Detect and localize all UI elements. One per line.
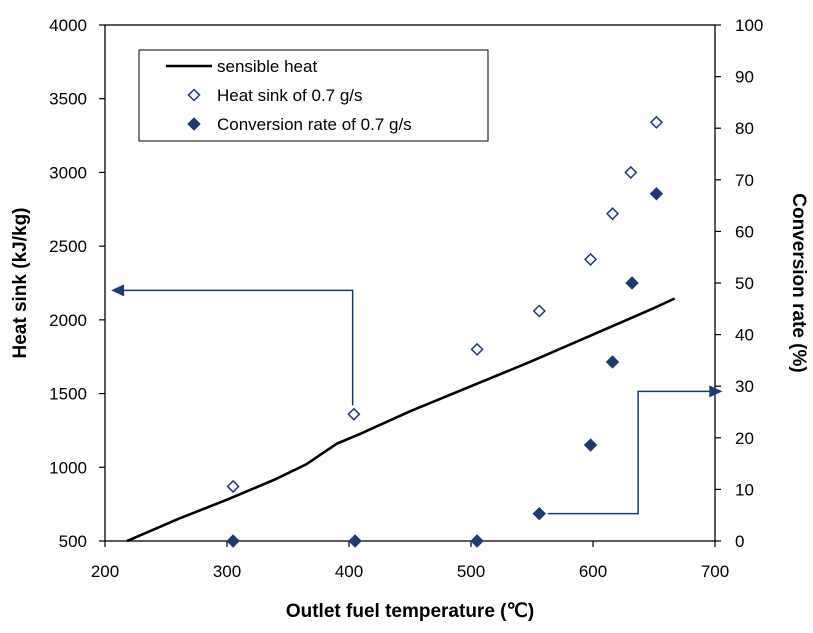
conversion-rate-point [226, 534, 240, 548]
legend-open-diamond [187, 88, 201, 102]
y2-tick-label: 50 [735, 274, 754, 293]
y2-tick-label: 30 [735, 377, 754, 396]
sensible-heat-line [126, 297, 676, 543]
x-tick-label: 700 [701, 562, 729, 581]
heat-sink-point [470, 342, 484, 356]
x-tick-label: 500 [457, 562, 485, 581]
axis-arrows [111, 284, 723, 515]
y2-axis-title: Conversion rate (%) [788, 193, 809, 372]
y-tick-label: 3500 [49, 90, 87, 109]
x-tick-label: 600 [579, 562, 607, 581]
y-tick-label: 1500 [49, 385, 87, 404]
legend-label: sensible heat [217, 57, 317, 76]
y-axis-ticks: 500 1000 1500 2000 2500 3000 3500 4000 [49, 16, 105, 551]
y2-tick-label: 60 [735, 222, 754, 241]
x-tick-label: 200 [91, 562, 119, 581]
x-tick-label: 300 [213, 562, 241, 581]
y2-tick-label: 70 [735, 171, 754, 190]
legend-label: Conversion rate of 0.7 g/s [217, 115, 412, 134]
conversion-rate-point [649, 187, 664, 201]
legend: sensible heat Heat sink of 0.7 g/s Convers… [138, 49, 489, 142]
legend-label: Heat sink of 0.7 g/s [217, 86, 363, 105]
conversion-rate-point [583, 438, 598, 452]
y-tick-label: 500 [59, 532, 87, 551]
y2-tick-label: 80 [735, 119, 754, 138]
y-tick-label: 3000 [49, 163, 87, 182]
y2-tick-label: 40 [735, 326, 754, 345]
conversion-rate-point [605, 355, 620, 369]
right-axis-arrow-line [547, 390, 711, 515]
y-tick-label: 1000 [49, 458, 87, 477]
left-axis-arrowhead [111, 284, 125, 297]
y-tick-label: 2000 [49, 311, 87, 330]
heat-sink-point [532, 304, 546, 318]
x-axis-ticks: 200 300 400 500 600 700 [91, 541, 729, 581]
conversion-rate-point [532, 506, 547, 521]
x-tick-label: 400 [335, 562, 363, 581]
y-axis-title: Heat sink (kJ/kg) [10, 208, 31, 359]
heat-sink-point [347, 407, 361, 421]
heat-sink-point [605, 207, 620, 221]
y2-tick-label: 100 [735, 16, 763, 35]
heat-sink-point [624, 165, 638, 179]
conversion-rate-point [348, 534, 362, 548]
y2-tick-label: 0 [735, 532, 744, 551]
y2-axis-ticks: 0 10 20 30 40 50 60 70 80 90 100 [715, 16, 763, 551]
heat-sink-point [226, 479, 240, 494]
y-tick-label: 2500 [49, 237, 87, 256]
right-axis-arrowhead [709, 385, 723, 398]
y2-tick-label: 90 [735, 68, 754, 87]
heat-sink-point [649, 115, 664, 129]
y-tick-label: 4000 [49, 16, 87, 35]
series-layer [126, 115, 676, 548]
left-axis-arrow-line [123, 289, 354, 406]
conversion-rate-point [470, 534, 484, 548]
y2-tick-label: 20 [735, 429, 754, 448]
heat-sink-point [583, 252, 598, 266]
conversion-rate-point [625, 276, 639, 290]
legend-filled-diamond [187, 117, 201, 131]
y2-tick-label: 10 [735, 480, 754, 499]
x-axis-title: Outlet fuel temperature (℃) [286, 601, 534, 622]
